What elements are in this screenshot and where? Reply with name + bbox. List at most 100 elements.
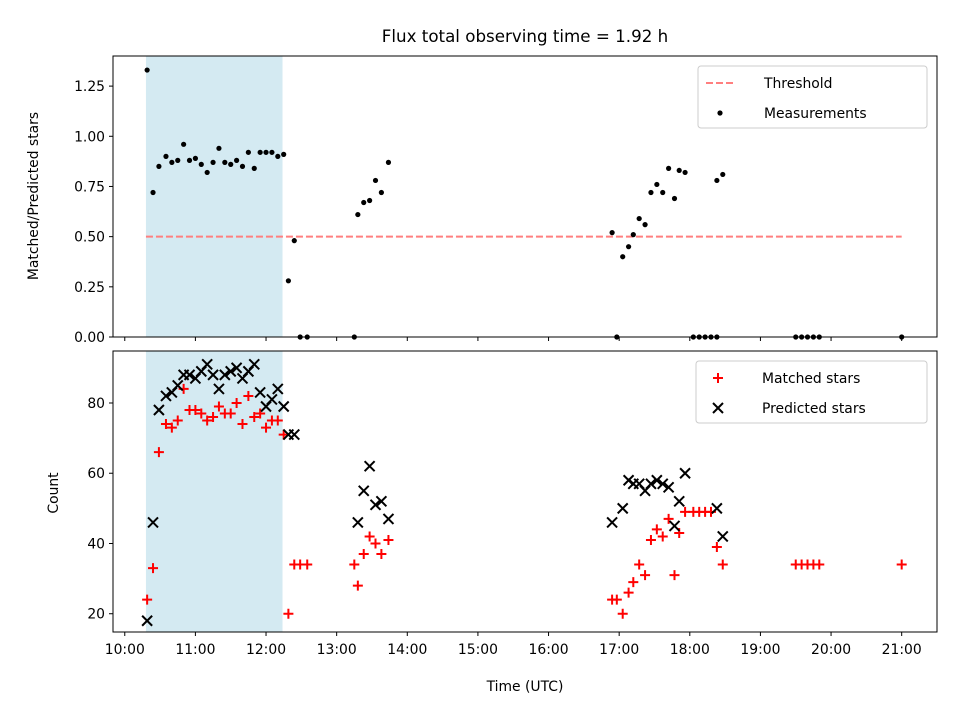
data-point: [663, 513, 674, 524]
data-point: [263, 149, 269, 155]
data-point: [266, 393, 278, 406]
data-point: [275, 153, 281, 159]
y-tick-label: 0.75: [74, 179, 105, 195]
x-tick-label: 19:00: [740, 642, 780, 658]
data-point: [376, 549, 387, 560]
data-point: [668, 520, 681, 532]
x-axis-label: Time (UTC): [486, 679, 564, 695]
data-point: [642, 222, 648, 228]
y-tick-label: 40: [87, 536, 105, 552]
legend-entry-label: Matched stars: [762, 371, 860, 387]
data-point: [142, 594, 153, 605]
data-point: [669, 570, 680, 581]
data-point: [213, 383, 225, 395]
data-point: [148, 563, 159, 574]
data-point: [234, 157, 240, 163]
data-point: [288, 428, 300, 441]
data-point: [370, 538, 381, 549]
data-point: [814, 559, 825, 570]
data-point: [711, 502, 723, 515]
data-point: [186, 157, 193, 163]
data-point: [623, 587, 634, 598]
data-point: [237, 419, 248, 430]
data-point: [291, 238, 297, 244]
x-tick-label: 20:00: [811, 642, 851, 658]
data-point: [634, 559, 645, 570]
data-point: [144, 67, 150, 73]
data-point: [660, 189, 666, 196]
data-point: [717, 559, 728, 570]
data-point: [150, 189, 156, 196]
data-point: [219, 369, 231, 381]
data-point: [358, 485, 370, 497]
data-point: [358, 549, 369, 560]
data-point: [228, 161, 234, 167]
data-point: [239, 163, 246, 169]
data-point: [207, 369, 219, 381]
y-tick-label: 0.00: [74, 330, 105, 346]
data-point: [378, 189, 384, 196]
data-point: [172, 415, 183, 426]
data-point: [249, 412, 260, 423]
data-point: [281, 151, 287, 157]
data-point: [636, 215, 642, 222]
data-point: [609, 230, 615, 236]
data-point: [372, 177, 379, 184]
data-point: [181, 141, 187, 147]
data-point: [714, 177, 720, 184]
data-point: [141, 615, 153, 627]
data-point: [283, 608, 294, 619]
data-point: [640, 570, 651, 581]
data-point: [172, 379, 184, 392]
data-point: [625, 244, 632, 250]
y-tick-label: 0.50: [74, 230, 105, 246]
data-point: [269, 149, 275, 155]
y-tick-label: 80: [87, 396, 105, 412]
data-point: [277, 400, 290, 413]
data-point: [175, 157, 181, 163]
x-tick-label: 15:00: [458, 642, 498, 658]
bottom-y-axis-label: Count: [46, 472, 62, 514]
data-point: [717, 530, 729, 543]
data-point: [651, 474, 663, 486]
data-point: [190, 405, 201, 416]
data-point: [147, 516, 159, 529]
data-point: [617, 608, 628, 619]
data-point: [620, 254, 626, 260]
data-point: [225, 408, 236, 419]
data-point: [666, 165, 672, 171]
legend-plus-marker: [713, 373, 723, 383]
data-point: [645, 534, 656, 545]
legend: Threshold Measurements: [697, 65, 928, 129]
data-point: [202, 415, 213, 426]
data-point: [201, 358, 213, 371]
data-point: [216, 145, 222, 151]
data-point: [662, 481, 675, 493]
data-point: [616, 502, 629, 515]
flux-ratio-panel: 0.00 0.25 0.50 0.75 1.00 1.25 Threshold Measure…: [74, 55, 938, 346]
data-point: [363, 460, 376, 472]
series-predicted-stars: [141, 358, 729, 627]
y-tick-label: 20: [87, 607, 105, 623]
legend: Matched stars Predicted stars: [695, 360, 928, 424]
data-point: [160, 390, 172, 402]
data-point: [364, 531, 375, 542]
data-point: [657, 531, 668, 542]
x-tick-label: 10:00: [105, 642, 145, 658]
data-point: [383, 534, 394, 545]
data-point: [628, 577, 639, 588]
top-y-axis-label: Matched/Predicted stars: [26, 112, 42, 280]
data-point: [896, 559, 907, 570]
data-point: [352, 516, 364, 529]
data-point: [654, 181, 660, 188]
data-point: [361, 199, 367, 206]
legend-box: [697, 65, 928, 129]
data-point: [382, 513, 395, 525]
data-point: [645, 478, 657, 490]
data-point: [243, 390, 254, 401]
data-point: [163, 153, 169, 159]
data-point: [208, 412, 219, 423]
x-tick-label: 13:00: [317, 642, 357, 658]
data-point: [213, 401, 224, 412]
legend-dot-marker: [717, 110, 723, 116]
